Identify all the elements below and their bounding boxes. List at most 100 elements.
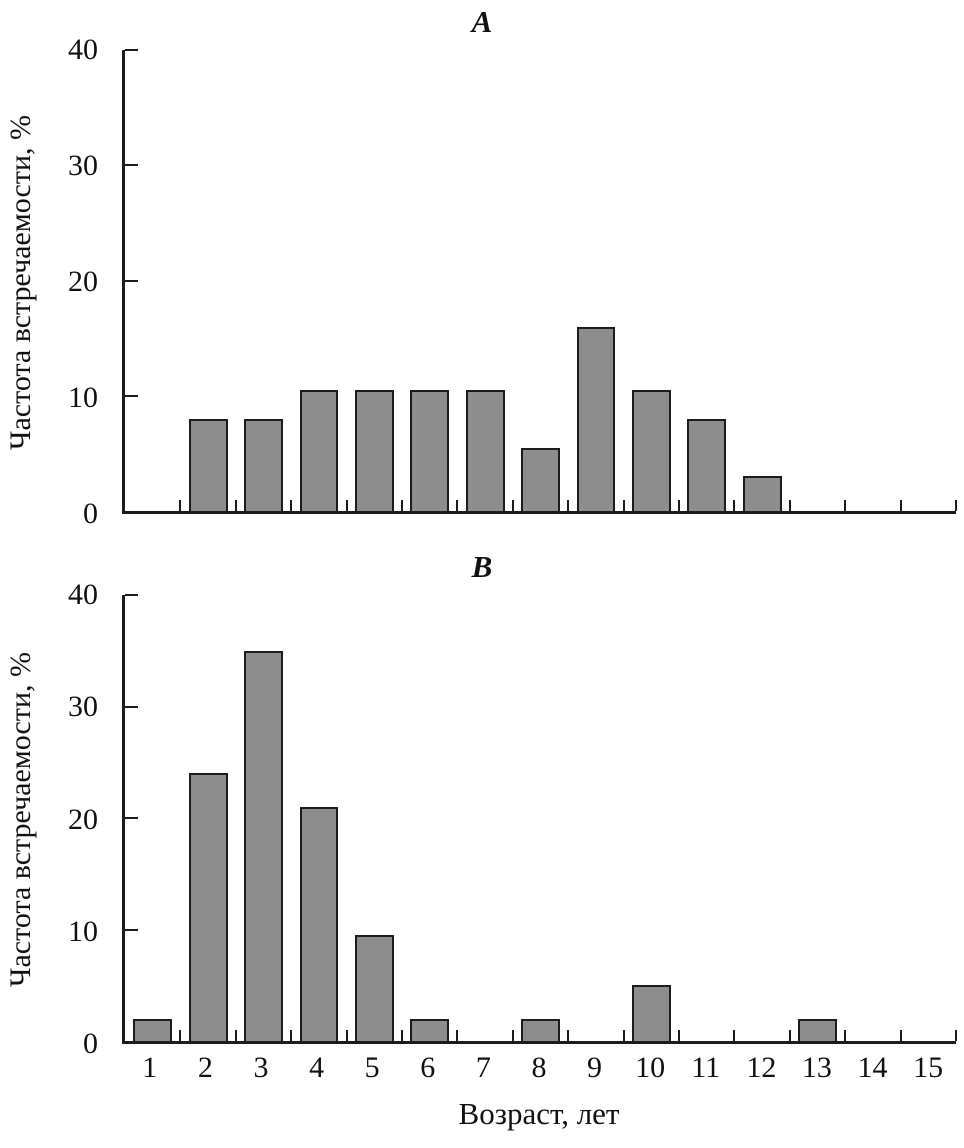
x-tick (899, 1030, 902, 1041)
x-tick (955, 500, 957, 511)
x-tick-label: 11 (691, 1051, 721, 1084)
bar (631, 390, 671, 511)
x-tick (179, 1030, 182, 1041)
bar (354, 935, 394, 1041)
y-tick (125, 705, 138, 708)
bar (188, 773, 228, 1041)
bar (410, 390, 450, 511)
x-tick (290, 1030, 293, 1041)
x-tick (622, 1030, 625, 1041)
x-tick-label: 4 (309, 1051, 325, 1084)
x-tick (511, 1030, 514, 1041)
y-tick-label: 10 (68, 381, 98, 414)
panel-a-title: A (471, 4, 493, 39)
bar (631, 985, 671, 1041)
x-tick-labels: 1 2 3 4 5 6 7 8 9 10 11 12 13 14 15 (122, 1051, 956, 1085)
y-tick-labels-a: 0 10 20 30 40 (0, 35, 112, 529)
bar-slot (236, 595, 291, 1041)
x-tick (955, 1030, 957, 1041)
x-tick (400, 1030, 403, 1041)
x-tick-label: 5 (364, 1051, 380, 1084)
x-tick (345, 500, 348, 511)
y-tick (125, 928, 138, 931)
y-tick (125, 279, 138, 282)
bar-slot (347, 50, 402, 511)
bar (299, 806, 339, 1041)
bar-slot (457, 50, 512, 511)
bar-slot (513, 595, 568, 1041)
bar-slot (291, 595, 346, 1041)
y-tick-label: 40 (68, 33, 98, 66)
bar-slot (291, 50, 346, 511)
x-tick (456, 500, 459, 511)
x-tick-label: 6 (420, 1051, 436, 1084)
x-tick-label: 10 (635, 1051, 666, 1084)
bar-slot (568, 50, 623, 511)
x-tick-label: 3 (253, 1051, 269, 1084)
bars-container-b (125, 595, 956, 1041)
bar (410, 1018, 450, 1041)
x-tick (899, 500, 902, 511)
y-tick-label: 20 (68, 265, 98, 298)
bar (742, 476, 782, 511)
x-tick-label: 15 (913, 1051, 944, 1084)
bar (798, 1018, 837, 1041)
x-tick-label: 7 (475, 1051, 491, 1084)
x-tick (788, 500, 791, 511)
y-tick (125, 817, 138, 819)
x-axis-label: Возраст, лет (458, 1096, 620, 1131)
x-tick (345, 1030, 348, 1041)
x-tick (622, 500, 625, 511)
bar-slot (624, 595, 679, 1041)
x-tick-label: 12 (746, 1051, 777, 1084)
bar (299, 390, 339, 511)
bar (354, 390, 394, 511)
y-tick (125, 394, 138, 397)
x-tick (234, 1030, 237, 1041)
bar-slot (457, 595, 512, 1041)
x-tick-label: 2 (197, 1051, 213, 1084)
bar-slot (790, 50, 845, 511)
y-tick-labels-b: 0 10 20 30 40 (0, 580, 112, 1059)
plot-area-b (122, 594, 957, 1044)
bar (576, 326, 616, 511)
x-tick (677, 1030, 680, 1041)
x-tick (456, 1030, 459, 1041)
x-tick (677, 500, 680, 511)
y-tick (125, 49, 138, 51)
x-tick (844, 500, 847, 511)
y-tick-label: 30 (68, 149, 98, 182)
bar-slot (901, 50, 956, 511)
bar-slot (734, 50, 789, 511)
bar (133, 1018, 173, 1041)
bar-slot (568, 595, 623, 1041)
bar-slot (901, 595, 956, 1041)
bar-slot (402, 50, 457, 511)
bar-slot (402, 595, 457, 1041)
x-tick (290, 500, 293, 511)
bar (244, 650, 283, 1041)
bar (521, 1018, 560, 1041)
x-tick (179, 500, 182, 511)
bar-slot (347, 595, 402, 1041)
bar-slot (845, 595, 900, 1041)
bar-slot (125, 595, 180, 1041)
y-tick-label: 0 (83, 1027, 98, 1060)
x-tick (844, 1030, 847, 1041)
bar-slot (180, 595, 235, 1041)
x-tick-label: 8 (531, 1051, 547, 1084)
chart-panel-a: A Частота встречаемости, % 0 10 20 30 40 (0, 0, 964, 545)
bar-slot (236, 50, 291, 511)
x-tick (567, 500, 570, 511)
y-tick-label: 30 (68, 690, 98, 724)
y-tick-label: 0 (83, 497, 98, 530)
bar-slot (180, 50, 235, 511)
x-tick (400, 500, 403, 511)
bar (687, 418, 727, 511)
y-tick (125, 594, 138, 596)
y-tick-label: 40 (68, 578, 98, 611)
bar-slot (845, 50, 900, 511)
bar-slot (513, 50, 568, 511)
x-tick (234, 500, 237, 511)
